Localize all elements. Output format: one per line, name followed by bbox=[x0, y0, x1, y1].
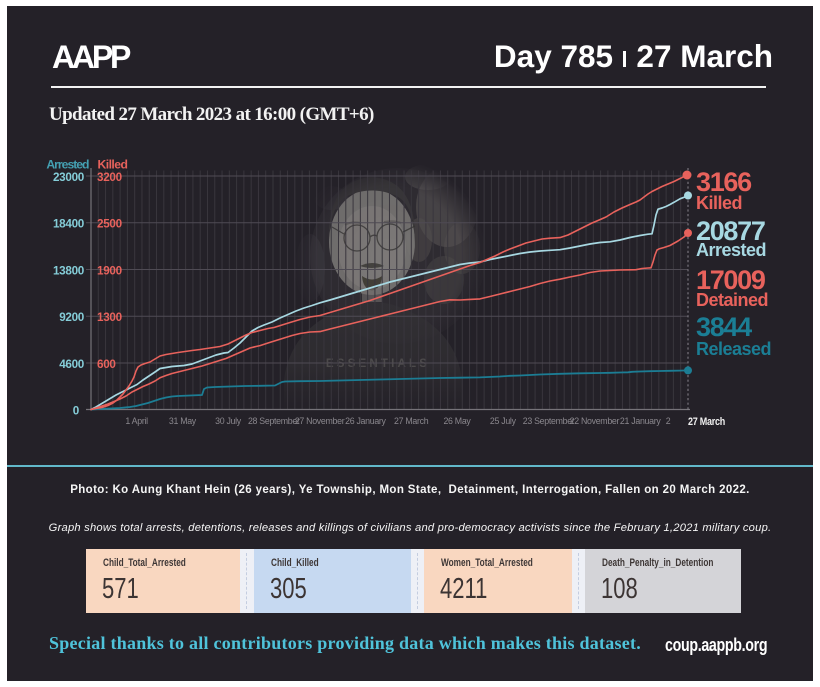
svg-text:3200: 3200 bbox=[97, 171, 123, 184]
svg-text:2: 2 bbox=[666, 416, 671, 426]
svg-text:30 July: 30 July bbox=[215, 416, 242, 426]
svg-text:22 November: 22 November bbox=[570, 416, 620, 426]
svg-text:23000: 23000 bbox=[53, 171, 85, 184]
svg-text:9200: 9200 bbox=[59, 311, 85, 324]
svg-text:1900: 1900 bbox=[97, 265, 123, 278]
svg-text:Killed: Killed bbox=[98, 158, 128, 172]
svg-text:27 March: 27 March bbox=[394, 416, 429, 426]
svg-text:ESSENTIALS: ESSENTIALS bbox=[326, 358, 430, 370]
svg-text:2500: 2500 bbox=[97, 218, 123, 231]
svg-text:13800: 13800 bbox=[53, 265, 85, 278]
svg-text:31 May: 31 May bbox=[169, 416, 197, 426]
svg-text:25 July: 25 July bbox=[490, 416, 517, 426]
svg-text:23 September: 23 September bbox=[523, 416, 575, 426]
svg-text:Arrested: Arrested bbox=[46, 158, 89, 172]
svg-text:28 September: 28 September bbox=[248, 416, 300, 426]
svg-text:27 March: 27 March bbox=[688, 416, 725, 428]
svg-text:0: 0 bbox=[73, 405, 80, 418]
svg-text:21 January: 21 January bbox=[620, 416, 661, 426]
svg-text:1 April: 1 April bbox=[125, 416, 148, 426]
svg-text:1300: 1300 bbox=[97, 311, 123, 324]
svg-text:26 January: 26 January bbox=[345, 416, 386, 426]
svg-text:18400: 18400 bbox=[53, 218, 85, 231]
svg-text:26 May: 26 May bbox=[443, 416, 471, 426]
svg-text:600: 600 bbox=[97, 358, 116, 371]
svg-text:27 November: 27 November bbox=[295, 416, 345, 426]
svg-text:4600: 4600 bbox=[59, 358, 85, 371]
